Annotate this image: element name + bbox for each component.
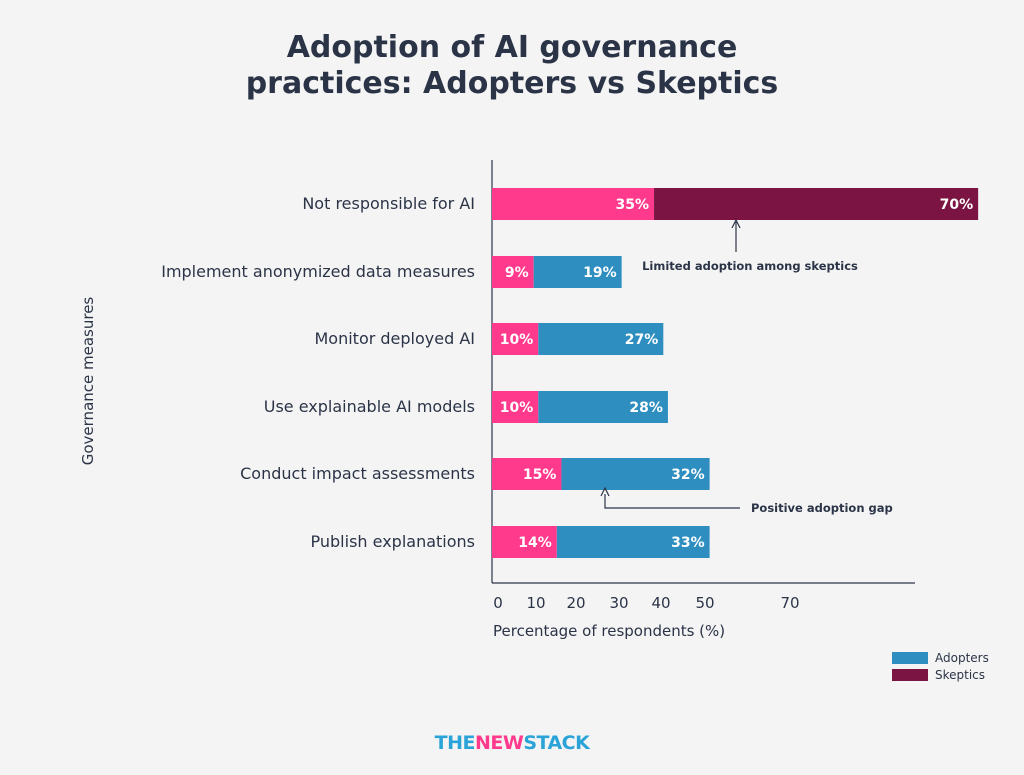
bar-skeptics-label: 14% — [518, 535, 552, 551]
x-tick-label: 0 — [493, 594, 503, 612]
y-axis-title: Governance measures — [79, 297, 97, 466]
category-label: Implement anonymized data measures — [161, 262, 475, 281]
logo-part-the: THE — [434, 732, 476, 754]
x-axis-title: Percentage of respondents (%) — [493, 622, 725, 640]
logo-part-new: NEW — [474, 732, 524, 754]
x-tick-label: 30 — [609, 594, 628, 612]
bar-skeptics-label: 10% — [500, 332, 534, 348]
bar-adopters-segment — [533, 256, 622, 288]
category-label: Not responsible for AI — [302, 194, 475, 213]
chart-title-line-2: practices: Adopters vs Skeptics — [245, 66, 779, 101]
x-tick-label: 40 — [651, 594, 670, 612]
logo-part-stack: STACK — [523, 732, 590, 754]
chart-title: Adoption of AI governance practices: Ado… — [0, 30, 1024, 102]
category-label: Monitor deployed AI — [314, 329, 475, 348]
bar-adopters-label: 27% — [625, 332, 659, 348]
x-tick-label: 70 — [780, 594, 799, 612]
annotation-limited-adoption: Limited adoption among skeptics — [642, 259, 858, 273]
x-tick-label: 10 — [526, 594, 545, 612]
legend-label: Adopters — [935, 651, 989, 665]
bar-adopters-label: 32% — [671, 467, 705, 483]
bar-skeptics-label: 10% — [500, 400, 534, 416]
bar-adopters-segment — [538, 323, 664, 355]
annotation-elbow-arrowhead — [600, 486, 610, 497]
annotation-arrowhead — [731, 218, 741, 229]
annotation-positive-gap: Positive adoption gap — [751, 501, 893, 515]
bar-skeptics-label: 15% — [523, 467, 557, 483]
bar-adopters-label: 33% — [671, 535, 705, 551]
bar-adopters-segment — [561, 458, 710, 490]
bar-adopters-label: 28% — [629, 400, 663, 416]
the-new-stack-logo: THENEWSTACK — [0, 732, 1024, 754]
x-tick-label: 50 — [695, 594, 714, 612]
bar-adopters-label: 70% — [940, 197, 974, 213]
chart-title-line-1: Adoption of AI governance — [286, 30, 738, 65]
category-label: Conduct impact assessments — [240, 464, 475, 483]
bar-adopters-segment — [556, 526, 710, 558]
bar-skeptics-segment — [492, 188, 655, 220]
category-label: Publish explanations — [311, 532, 475, 551]
x-tick-label: 20 — [566, 594, 585, 612]
bar-skeptics-label: 9% — [505, 265, 529, 281]
bar-skeptics-segment — [492, 323, 539, 355]
bar-adopters-label: 19% — [583, 265, 617, 281]
legend-label: Skeptics — [935, 668, 985, 682]
bar-skeptics-segment — [492, 458, 562, 490]
legend-swatch — [892, 652, 928, 664]
bar-adopters-segment — [538, 391, 668, 423]
bar-adopters-segment — [654, 188, 979, 220]
annotation-elbow-line — [604, 494, 740, 509]
bar-skeptics-segment — [492, 391, 539, 423]
bar-skeptics-segment — [492, 526, 557, 558]
bar-skeptics-segment — [492, 256, 534, 288]
legend-swatch — [892, 669, 928, 681]
bar-skeptics-label: 35% — [616, 197, 650, 213]
category-label: Use explainable AI models — [264, 397, 475, 416]
